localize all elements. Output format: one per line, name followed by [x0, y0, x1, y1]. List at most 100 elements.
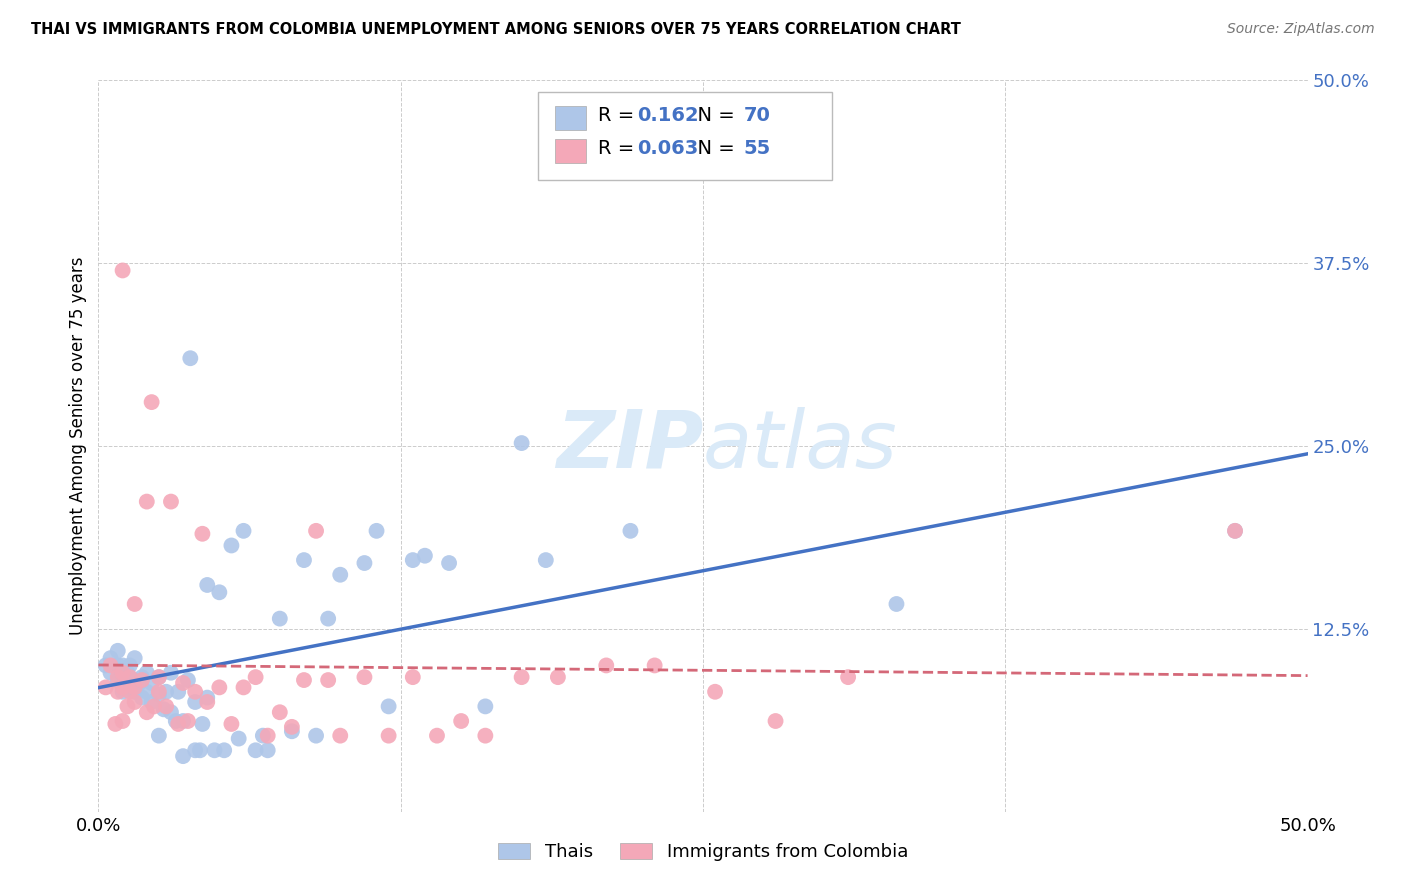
Point [256, 743, 278, 757]
Point [160, 665, 183, 680]
Text: THAI VS IMMIGRANTS FROM COLOMBIA UNEMPLOYMENT AMONG SENIORS OVER 75 YEARS CORREL: THAI VS IMMIGRANTS FROM COLOMBIA UNEMPLO… [31, 22, 960, 37]
Point [619, 524, 641, 538]
Point [191, 526, 214, 541]
Point [245, 670, 267, 684]
Point [221, 717, 243, 731]
Point [141, 395, 163, 409]
Point [135, 685, 157, 699]
Text: R =: R = [598, 139, 640, 159]
Point [118, 658, 141, 673]
Point [172, 714, 194, 728]
Point [148, 670, 170, 684]
Point [100, 658, 122, 673]
Point [117, 665, 139, 680]
Point [426, 729, 449, 743]
Point [245, 743, 267, 757]
Point [143, 699, 166, 714]
Point [305, 524, 328, 538]
Point [184, 685, 207, 699]
Point [107, 685, 129, 699]
Point [474, 699, 496, 714]
Point [281, 724, 304, 739]
Point [1223, 524, 1246, 538]
Point [704, 685, 727, 699]
Legend: Thais, Immigrants from Colombia: Thais, Immigrants from Colombia [491, 836, 915, 869]
Point [118, 670, 141, 684]
Point [191, 717, 214, 731]
Point [141, 676, 163, 690]
Text: 55: 55 [744, 139, 770, 159]
Point [232, 524, 254, 538]
Text: ZIP: ZIP [555, 407, 703, 485]
Point [208, 681, 231, 695]
Point [172, 749, 194, 764]
Text: Source: ZipAtlas.com: Source: ZipAtlas.com [1227, 22, 1375, 37]
Point [212, 743, 235, 757]
Point [316, 612, 339, 626]
Point [118, 681, 141, 695]
Point [117, 681, 139, 695]
Point [1223, 524, 1246, 538]
Point [111, 685, 134, 699]
Point [208, 585, 231, 599]
Point [402, 670, 425, 684]
Point [353, 556, 375, 570]
Point [195, 690, 218, 705]
Point [94, 658, 117, 673]
Point [135, 665, 157, 680]
Point [316, 673, 339, 687]
Point [124, 681, 146, 695]
Point [765, 714, 787, 728]
Point [167, 685, 190, 699]
Text: 0.162: 0.162 [637, 106, 699, 126]
Text: 0.063: 0.063 [637, 139, 699, 159]
Point [177, 714, 200, 728]
Point [107, 670, 129, 684]
Point [228, 731, 250, 746]
Point [124, 597, 146, 611]
Point [413, 549, 436, 563]
Point [292, 673, 315, 687]
Point [124, 685, 146, 699]
Point [111, 673, 134, 687]
Point [148, 685, 170, 699]
Point [124, 651, 146, 665]
Point [117, 699, 139, 714]
Point [128, 676, 150, 690]
Point [152, 702, 174, 716]
Point [184, 743, 207, 757]
Point [148, 670, 170, 684]
Point [148, 729, 170, 743]
Point [837, 670, 859, 684]
Point [155, 685, 177, 699]
Point [177, 673, 200, 687]
Point [107, 644, 129, 658]
Point [204, 743, 226, 757]
Point [179, 351, 201, 366]
Point [165, 714, 187, 728]
Point [111, 658, 134, 673]
Point [124, 673, 146, 687]
Y-axis label: Unemployment Among Seniors over 75 years: Unemployment Among Seniors over 75 years [69, 257, 87, 635]
Point [131, 690, 153, 705]
Point [305, 729, 328, 743]
Point [366, 524, 388, 538]
Text: N =: N = [685, 106, 741, 126]
Point [131, 670, 153, 684]
Point [111, 714, 134, 728]
Point [644, 658, 666, 673]
Text: R =: R = [598, 106, 640, 126]
Point [281, 720, 304, 734]
Point [131, 673, 153, 687]
Point [474, 729, 496, 743]
Point [107, 658, 129, 673]
Point [111, 681, 134, 695]
Point [111, 263, 134, 277]
Point [377, 729, 399, 743]
Point [135, 705, 157, 719]
Point [148, 688, 170, 702]
Point [252, 729, 274, 743]
Point [402, 553, 425, 567]
Point [172, 676, 194, 690]
Point [100, 665, 122, 680]
